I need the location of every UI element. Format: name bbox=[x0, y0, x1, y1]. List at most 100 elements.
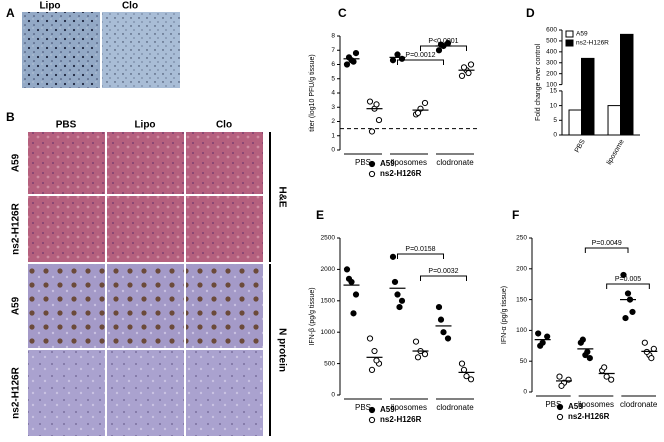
legend-label: A59 bbox=[380, 405, 395, 414]
micrograph bbox=[186, 264, 263, 348]
panel-letter: D bbox=[526, 6, 535, 20]
data-point bbox=[396, 303, 403, 311]
data-point bbox=[343, 61, 351, 68]
y-tick-label: 0 bbox=[331, 392, 335, 399]
data-point bbox=[373, 357, 380, 364]
y-tick-label: 2 bbox=[331, 118, 335, 125]
legend-label: ns2-H126R bbox=[576, 40, 609, 47]
row-label: A59 bbox=[11, 153, 22, 172]
data-point bbox=[643, 348, 650, 356]
y-tick-label: 5 bbox=[331, 75, 335, 82]
data-point bbox=[622, 314, 629, 322]
y-axis-label: IFN-β (pg/g tissue) bbox=[309, 287, 316, 345]
x-tick-label: PBS bbox=[355, 158, 371, 167]
micrograph bbox=[102, 12, 180, 88]
legend-label: A59 bbox=[380, 159, 395, 168]
y-tick-label: 200 bbox=[546, 70, 557, 77]
x-tick-label: PBS bbox=[545, 400, 561, 409]
p-value: P<0.0001 bbox=[428, 38, 458, 45]
y-tick-label: 2000 bbox=[321, 266, 336, 273]
stain-label: H&E bbox=[276, 186, 287, 207]
data-point bbox=[584, 348, 591, 356]
data-point bbox=[437, 316, 445, 323]
legend-label: ns2-H126R bbox=[380, 169, 422, 178]
panel-letter: C bbox=[338, 6, 347, 20]
y-tick-label: 100 bbox=[516, 327, 527, 334]
p-value: P=0.0049 bbox=[592, 240, 622, 247]
data-point bbox=[414, 109, 422, 117]
legend-marker bbox=[368, 406, 376, 414]
y-tick-label: 600 bbox=[546, 27, 557, 34]
micrograph bbox=[186, 132, 263, 194]
data-point bbox=[444, 335, 452, 342]
micrograph bbox=[28, 132, 105, 194]
data-point bbox=[375, 116, 383, 124]
significance-bracket bbox=[420, 45, 467, 51]
data-point bbox=[412, 338, 420, 345]
legend-marker bbox=[556, 403, 564, 411]
column-label: Clo bbox=[216, 120, 232, 131]
y-tick-label: 300 bbox=[546, 59, 557, 66]
y-tick-label: 400 bbox=[546, 49, 557, 56]
data-point bbox=[421, 99, 429, 107]
bar bbox=[620, 33, 634, 136]
legend-label: ns2-H126R bbox=[568, 412, 610, 421]
p-value: P=0.005 bbox=[615, 276, 641, 283]
data-point bbox=[389, 57, 397, 64]
data-point bbox=[389, 253, 397, 260]
data-point bbox=[350, 58, 357, 65]
panel-letter: A bbox=[6, 6, 15, 20]
data-point bbox=[352, 50, 360, 57]
y-tick-label: 1000 bbox=[321, 329, 336, 336]
y-tick-label: 50 bbox=[520, 358, 528, 365]
data-point bbox=[440, 329, 447, 336]
x-tick-label: liposomes bbox=[578, 400, 614, 409]
micrograph bbox=[107, 196, 184, 262]
column-label: PBS bbox=[56, 120, 77, 131]
data-point bbox=[366, 335, 374, 342]
data-point bbox=[624, 290, 632, 297]
data-point bbox=[368, 366, 376, 373]
micrograph bbox=[28, 264, 105, 348]
column-label: Clo bbox=[122, 1, 138, 12]
column-label: Lipo bbox=[134, 120, 155, 131]
data-point bbox=[391, 278, 399, 286]
y-tick-label: 3 bbox=[331, 104, 335, 111]
data-point bbox=[373, 101, 380, 108]
y-tick-label: 15 bbox=[550, 88, 558, 95]
data-point bbox=[435, 47, 443, 54]
micrograph bbox=[22, 12, 100, 88]
bar bbox=[568, 109, 583, 136]
x-tick-label: liposome bbox=[606, 138, 626, 166]
data-point bbox=[421, 351, 429, 358]
legend-swatch bbox=[565, 30, 574, 38]
y-tick-label: 10 bbox=[550, 102, 558, 109]
legend-marker bbox=[556, 413, 564, 421]
y-tick-label: 5 bbox=[553, 117, 557, 124]
micrograph bbox=[107, 350, 184, 436]
data-point bbox=[467, 61, 475, 68]
data-point bbox=[460, 64, 468, 71]
y-tick-label: 0 bbox=[331, 147, 335, 154]
p-value: P=0.0158 bbox=[405, 246, 435, 253]
y-tick-label: 4 bbox=[331, 90, 335, 97]
micrograph bbox=[28, 350, 105, 436]
bar bbox=[607, 105, 622, 136]
x-tick-label: clodronate bbox=[436, 403, 474, 412]
micrograph bbox=[186, 350, 263, 436]
data-point bbox=[345, 275, 353, 282]
micrograph bbox=[186, 196, 263, 262]
bar bbox=[581, 57, 595, 136]
data-point bbox=[537, 342, 544, 349]
y-tick-label: 8 bbox=[331, 33, 335, 40]
y-tick-label: 0 bbox=[523, 389, 527, 396]
significance-bracket bbox=[584, 247, 629, 253]
legend-marker bbox=[368, 160, 376, 168]
y-tick-label: 500 bbox=[546, 38, 557, 45]
data-point bbox=[601, 364, 608, 371]
data-point bbox=[465, 69, 472, 77]
legend-label: ns2-H126R bbox=[380, 415, 422, 424]
data-point bbox=[620, 271, 627, 279]
data-point bbox=[650, 345, 657, 352]
